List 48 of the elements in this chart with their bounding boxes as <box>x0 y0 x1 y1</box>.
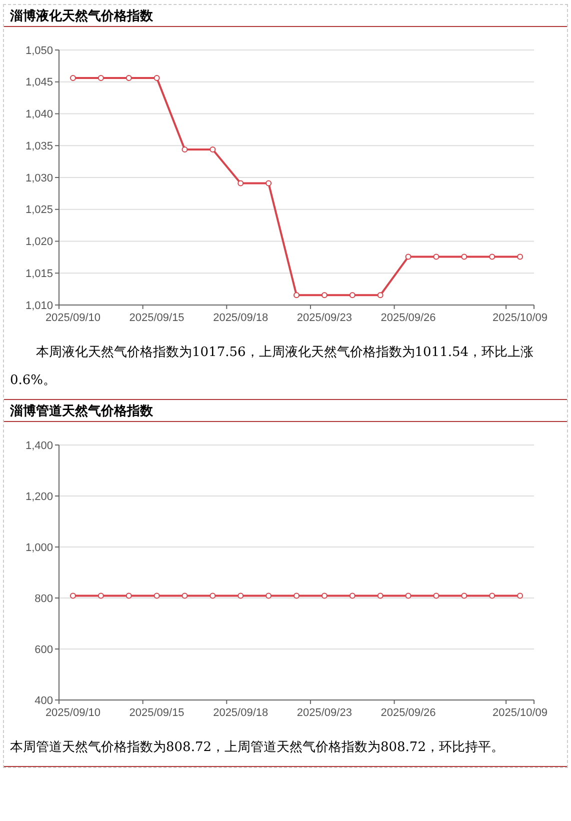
point <box>182 146 188 152</box>
y-tick-label: 1,000 <box>25 542 53 554</box>
x-tick-label: 2025/09/15 <box>129 312 184 324</box>
x-tick-label: 2025/10/09 <box>492 707 548 719</box>
y-tick-label: 1,010 <box>25 300 53 312</box>
y-tick-label: 1,045 <box>25 76 53 89</box>
x-tick-label: 2025/09/10 <box>45 707 100 719</box>
y-tick-label: 400 <box>34 694 53 707</box>
point <box>238 180 244 186</box>
point <box>154 75 160 82</box>
x-tick-label: 2025/09/23 <box>296 707 352 719</box>
point <box>461 254 468 260</box>
point <box>405 254 412 260</box>
text: 本周液化天然气价格指数为1017.56，上周液化天然气价格指数为1011.54，环比上涨0.6%。 <box>10 344 535 390</box>
y-tick-label: 1,030 <box>25 172 53 184</box>
y-tick-label: 600 <box>34 644 53 656</box>
point <box>126 75 132 82</box>
point <box>433 254 440 260</box>
y-tick-label: 1,015 <box>25 268 53 280</box>
x-tick-label: 2025/09/18 <box>213 707 268 719</box>
point <box>70 75 76 82</box>
y-tick-label: 1,050 <box>25 44 53 57</box>
point <box>266 180 272 186</box>
x-tick-label: 2025/09/26 <box>380 707 436 719</box>
y-tick-label: 1,200 <box>25 490 53 503</box>
y-tick-label: 1,035 <box>25 140 53 152</box>
x-tick-label: 2025/09/23 <box>296 312 352 324</box>
point <box>321 292 328 298</box>
point <box>294 292 300 298</box>
point <box>489 254 496 260</box>
y-tick-label: 1,400 <box>25 440 53 452</box>
x-tick-label: 2025/09/10 <box>45 312 100 324</box>
point <box>517 254 524 260</box>
x-tick-label: 2025/09/15 <box>129 707 184 719</box>
point <box>98 75 104 82</box>
y-tick-label: 800 <box>34 592 53 605</box>
point <box>349 292 356 298</box>
x-tick-label: 2025/09/26 <box>380 312 436 324</box>
y-tick-label: 1,025 <box>25 204 53 216</box>
y-tick-label: 1,020 <box>25 236 53 248</box>
point <box>377 292 384 298</box>
x-tick-label: 2025/10/09 <box>492 312 548 324</box>
chart-title: 淄博液化天然气价格指数 <box>4 5 567 27</box>
chart-title: 淄博管道天然气价格指数 <box>4 400 567 422</box>
y-tick-label: 1,040 <box>25 108 53 121</box>
point <box>210 146 216 152</box>
x-tick-label: 2025/09/18 <box>213 312 268 324</box>
text: 本周管道天然气价格指数为808.72，上周管道天然气价格指数为808.72，环比持平。 <box>10 739 505 757</box>
